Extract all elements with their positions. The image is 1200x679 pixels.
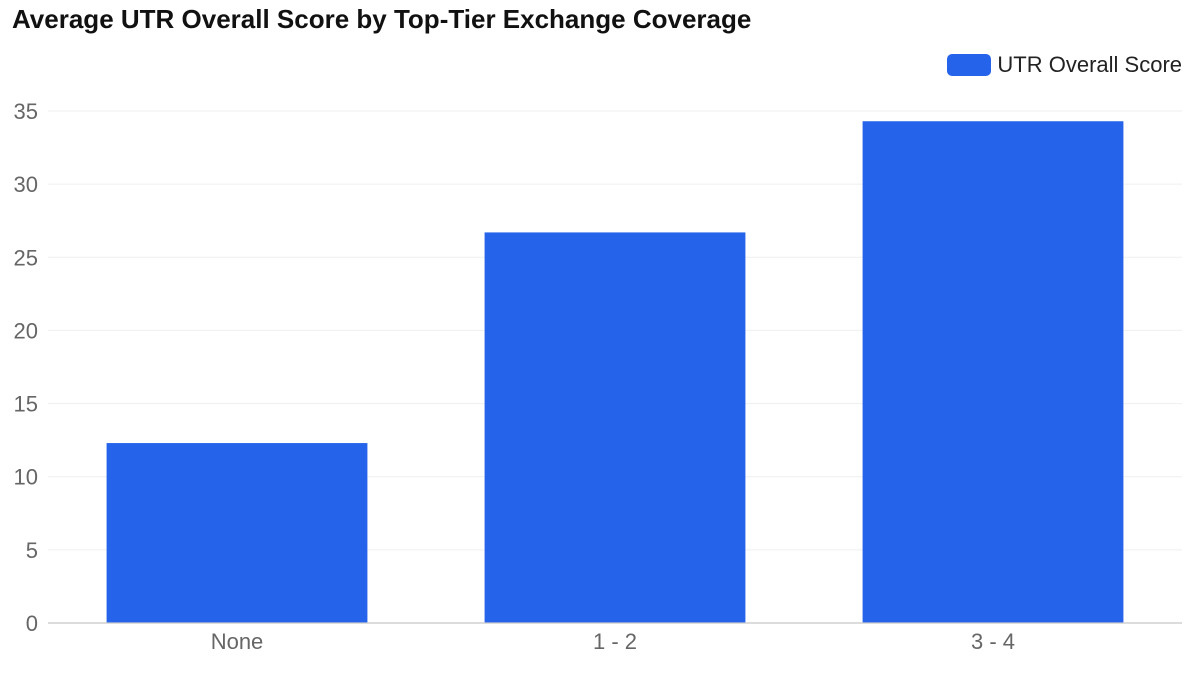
bar-3 bbox=[862, 121, 1124, 624]
legend-swatch bbox=[947, 54, 992, 76]
y-tick-label: 5 bbox=[26, 538, 38, 563]
bar-1 bbox=[106, 443, 368, 623]
y-tick-label: 15 bbox=[14, 392, 38, 417]
legend: UTR Overall Score bbox=[947, 52, 1182, 78]
y-tick-label: 10 bbox=[14, 465, 38, 490]
bars bbox=[106, 121, 1124, 624]
x-tick-label: 1 - 2 bbox=[593, 629, 637, 654]
bar-2 bbox=[484, 232, 746, 623]
chart-title: Average UTR Overall Score by Top-Tier Ex… bbox=[12, 4, 752, 34]
y-tick-label: 30 bbox=[14, 172, 38, 197]
y-tick-label: 35 bbox=[14, 99, 38, 124]
axes: 0 5 10 15 20 25 30 35 None 1 - 2 3 - 4 bbox=[14, 99, 1182, 654]
y-tick-label: 20 bbox=[14, 318, 38, 343]
y-tick-label: 25 bbox=[14, 245, 38, 270]
x-tick-label: None bbox=[211, 629, 264, 654]
y-tick-label: 0 bbox=[26, 611, 38, 636]
legend-label: UTR Overall Score bbox=[997, 52, 1182, 77]
x-tick-label: 3 - 4 bbox=[971, 629, 1015, 654]
